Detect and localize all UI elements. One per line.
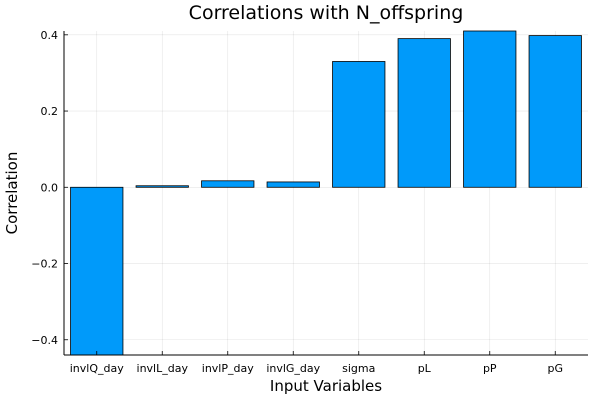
bar-sigma <box>332 61 386 188</box>
x-tick-label: sigma <box>342 362 375 375</box>
axes <box>63 31 588 356</box>
y-tick-label: 0.0 <box>41 181 59 194</box>
x-tick-label: invlG_day <box>266 362 320 375</box>
bar-pP <box>463 30 517 188</box>
chart-title: Correlations with N_offspring <box>189 2 464 24</box>
x-axis-label: Input Variables <box>270 377 382 395</box>
bar-invlQ_day <box>70 186 124 356</box>
x-tick-label: invlP_day <box>202 362 254 375</box>
bars <box>70 30 582 356</box>
bar-invlG_day <box>266 181 320 188</box>
bar-pG <box>528 35 582 188</box>
y-tick-label: 0.2 <box>41 105 59 118</box>
y-axis-label: Correlation <box>3 152 21 235</box>
bar-invlP_day <box>201 180 255 188</box>
y-ticks: −0.4 −0.2 0.0 0.2 0.4 <box>31 29 68 347</box>
x-tick-label: pL <box>418 362 432 375</box>
x-tick-label: pG <box>547 362 563 375</box>
x-tick-label: invlQ_day <box>70 362 124 375</box>
y-tick-label: 0.4 <box>41 29 59 42</box>
y-tick-label: −0.4 <box>31 334 58 347</box>
bar-pL <box>397 38 451 188</box>
x-tick-label: invlL_day <box>137 362 189 375</box>
bar-invlL_day <box>135 185 189 188</box>
x-tick-label: pP <box>483 362 497 375</box>
y-tick-label: −0.2 <box>31 258 58 271</box>
x-ticks: invlQ_day invlL_day invlP_day invlG_day sigm… <box>70 351 563 375</box>
